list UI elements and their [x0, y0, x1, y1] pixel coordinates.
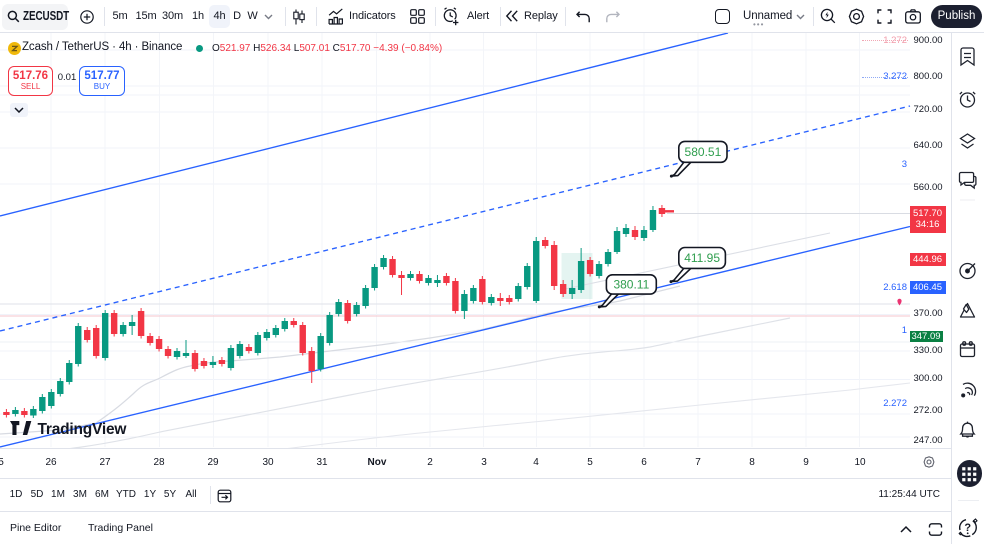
- svg-text:?: ?: [964, 522, 971, 534]
- svg-text:411.95: 411.95: [684, 251, 720, 265]
- svg-text:580.51: 580.51: [685, 145, 722, 159]
- svg-text:380.11: 380.11: [613, 277, 649, 291]
